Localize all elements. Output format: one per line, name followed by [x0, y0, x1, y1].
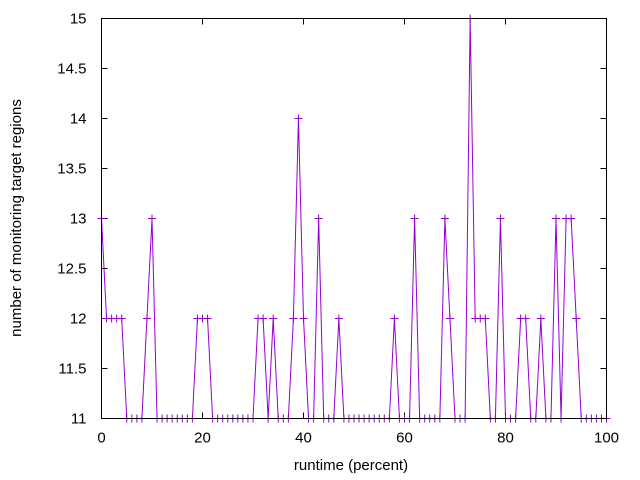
y-tick-label: 14.5 [57, 61, 86, 78]
y-tick-label: 13.5 [57, 161, 86, 178]
y-tick-label: 14 [70, 111, 87, 128]
y-tick-label: 13 [70, 211, 87, 228]
data-point-marker [289, 314, 298, 323]
data-point-marker [142, 314, 151, 323]
x-axis-title: runtime (percent) [294, 457, 408, 474]
data-point-marker [148, 214, 156, 223]
data-point-marker [259, 314, 268, 323]
data-point-marker [203, 314, 212, 323]
x-tick-label: 0 [97, 430, 105, 447]
x-tick-label: 100 [594, 430, 619, 447]
data-point-marker [314, 214, 323, 223]
x-tick-label: 40 [295, 430, 312, 447]
data-point-marker [117, 314, 126, 323]
data-point-marker [521, 314, 530, 323]
data-point-marker [536, 314, 545, 323]
axes: 0 20 40 60 80 100 11 11.5 12 12.5 13 13.5 14 14.5 15 [57, 11, 619, 447]
plot-frame [101, 18, 607, 419]
data-point-marker [440, 214, 449, 223]
y-tick-label: 11.5 [58, 361, 86, 378]
series-line [101, 18, 607, 419]
y-tick-label: 12.5 [57, 261, 86, 278]
data-point-marker [410, 214, 419, 223]
data-point-marker [269, 314, 278, 323]
data-point-marker [552, 214, 560, 223]
data-point-marker [294, 114, 303, 123]
x-tick-label: 60 [396, 430, 413, 447]
data-series [97, 14, 611, 423]
data-point-marker [572, 314, 581, 323]
data-point-marker [496, 214, 505, 223]
y-tick-label: 11 [71, 411, 87, 428]
x-tick-label: 80 [497, 430, 514, 447]
y-tick-label: 12 [70, 311, 87, 328]
data-point-marker [567, 214, 576, 223]
y-axis-title: number of monitoring target regions [8, 99, 25, 337]
data-point-marker [390, 314, 399, 323]
data-point-marker [481, 314, 490, 323]
data-point-marker [445, 314, 454, 323]
data-point-marker [299, 314, 308, 323]
data-point-marker [334, 314, 343, 323]
y-tick-label: 15 [70, 11, 87, 28]
x-tick-label: 20 [194, 430, 211, 447]
